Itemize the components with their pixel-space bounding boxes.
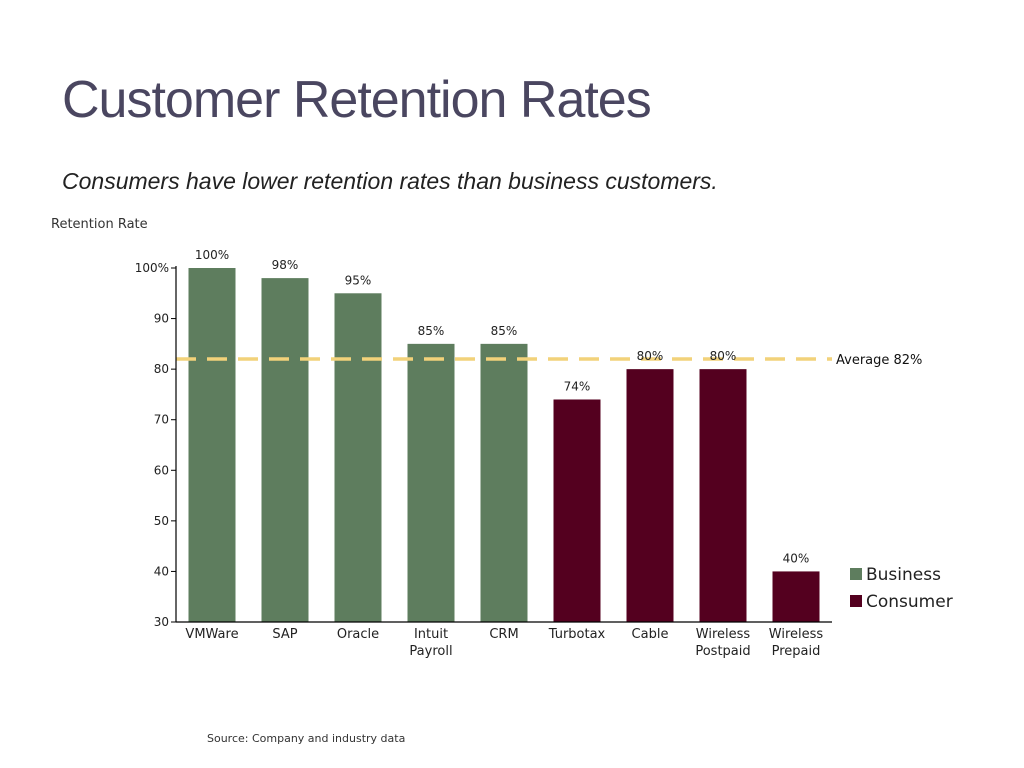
y-tick-label: 70 bbox=[154, 413, 169, 427]
slide-title: Customer Retention Rates bbox=[62, 71, 652, 129]
y-tick-label: 90 bbox=[154, 312, 169, 326]
legend-swatch-business bbox=[850, 568, 862, 580]
x-axis-tick-labels: VMWare SAP Oracle Intuit Payroll CRM Turbotax C… bbox=[185, 627, 823, 659]
x-tick-label: Postpaid bbox=[695, 644, 750, 659]
x-tick-label: Cable bbox=[632, 627, 669, 642]
y-tick-label: 30 bbox=[154, 615, 169, 629]
x-tick-label: Intuit bbox=[414, 627, 448, 642]
bar-wireless-postpaid bbox=[699, 369, 747, 622]
bar-sap bbox=[261, 278, 309, 622]
data-label: 74% bbox=[564, 379, 591, 393]
y-tick-label: 50 bbox=[154, 514, 169, 528]
average-line-group: Average 82% bbox=[176, 353, 922, 368]
bar-turbotax bbox=[553, 399, 601, 622]
bar-intuit-payroll bbox=[407, 343, 455, 622]
y-axis-ticks: 30 40 50 60 70 80 90 100% bbox=[135, 261, 176, 629]
source-note: Source: Company and industry data bbox=[207, 732, 406, 745]
x-tick-label: Oracle bbox=[337, 627, 379, 642]
x-tick-label: Wireless bbox=[696, 627, 751, 642]
legend-label-consumer: Consumer bbox=[866, 592, 953, 612]
bar-crm bbox=[480, 343, 528, 622]
data-label: 85% bbox=[418, 324, 445, 338]
legend: Business Consumer bbox=[850, 565, 953, 612]
x-tick-label: Payroll bbox=[409, 644, 452, 659]
bar-oracle bbox=[334, 293, 382, 622]
y-axis-label: Retention Rate bbox=[51, 217, 148, 232]
legend-swatch-consumer bbox=[850, 595, 862, 607]
bar-wireless-prepaid bbox=[772, 571, 820, 622]
y-tick-label: 40 bbox=[154, 564, 169, 578]
x-tick-label: Turbotax bbox=[548, 627, 606, 642]
data-labels: 100% 98% 95% 85% 85% 74% 80% 80% 40% bbox=[195, 248, 809, 565]
data-label: 98% bbox=[272, 258, 299, 272]
x-tick-label: SAP bbox=[272, 627, 297, 642]
y-tick-label: 100% bbox=[135, 261, 169, 275]
x-tick-label: VMWare bbox=[185, 627, 238, 642]
data-label: 95% bbox=[345, 273, 372, 287]
data-label: 80% bbox=[637, 349, 664, 363]
data-label: 40% bbox=[783, 551, 810, 565]
x-tick-label: Wireless bbox=[769, 627, 824, 642]
data-label: 85% bbox=[491, 324, 518, 338]
x-tick-label: Prepaid bbox=[772, 644, 821, 659]
bars bbox=[188, 268, 820, 622]
bar-vmware bbox=[188, 268, 236, 622]
y-tick-label: 80 bbox=[154, 362, 169, 376]
slide-subtitle: Consumers have lower retention rates tha… bbox=[62, 168, 718, 194]
bar-cable bbox=[626, 369, 674, 622]
data-label: 80% bbox=[710, 349, 737, 363]
legend-label-business: Business bbox=[866, 565, 941, 585]
y-tick-label: 60 bbox=[154, 463, 169, 477]
data-label: 100% bbox=[195, 248, 229, 262]
x-tick-label: CRM bbox=[489, 627, 518, 642]
average-line-label: Average 82% bbox=[836, 353, 922, 368]
